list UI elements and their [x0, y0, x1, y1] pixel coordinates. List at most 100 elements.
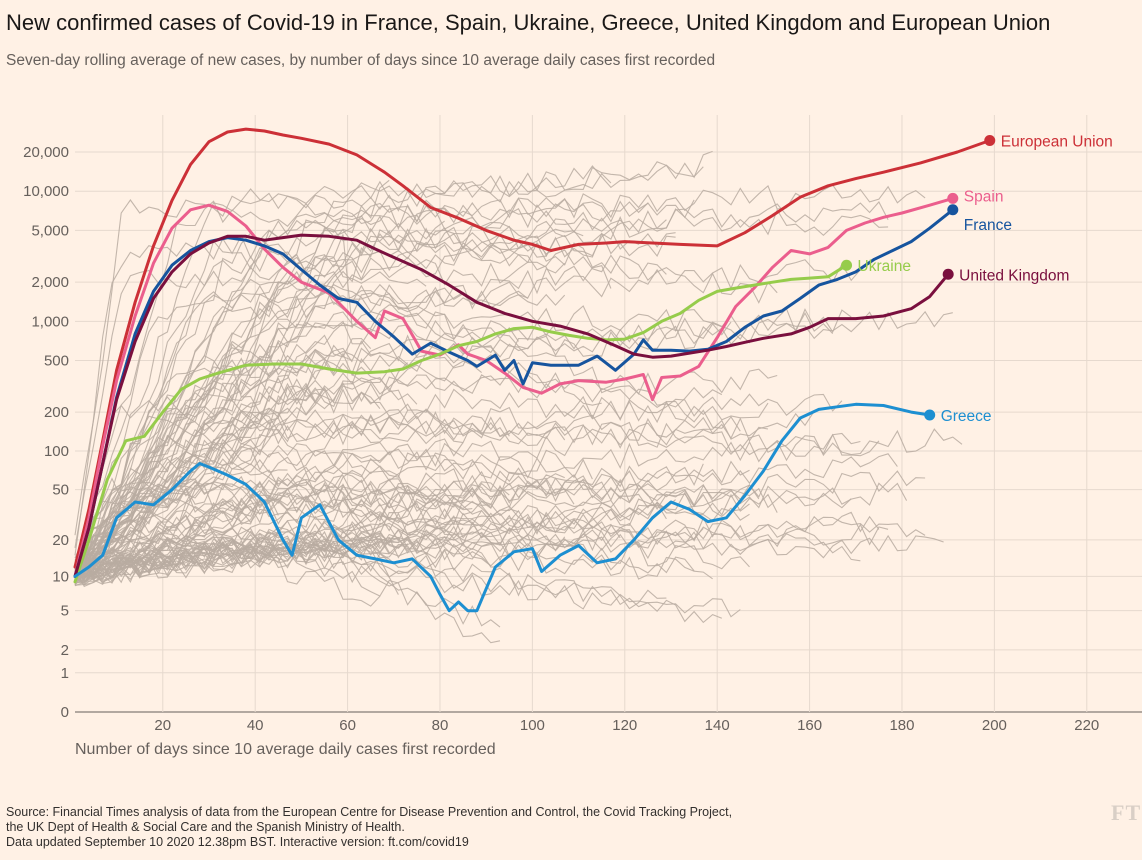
- other-country-line: [74, 284, 741, 573]
- other-country-line: [74, 482, 908, 573]
- y-tick-label: 2,000: [31, 274, 69, 291]
- x-tick-label: 20: [154, 717, 171, 734]
- other-country-line: [74, 200, 649, 568]
- other-country-line: [74, 215, 667, 566]
- other-country-line: [74, 284, 602, 579]
- series-line-european-union: [73, 127, 992, 569]
- series-line-united-kingdom: [73, 233, 950, 578]
- y-tick-label: 1,000: [31, 313, 69, 330]
- other-country-line: [74, 172, 612, 565]
- other-country-line: [74, 460, 750, 576]
- other-country-line: [74, 463, 704, 581]
- series-end-marker: [947, 192, 959, 204]
- y-tick-label: 200: [44, 404, 69, 421]
- other-country-line: [74, 506, 335, 578]
- other-country-line: [74, 516, 926, 586]
- y-tick-label: 20: [52, 532, 69, 549]
- source-note: Source: Financial Times analysis of data…: [6, 805, 732, 850]
- other-country-line: [74, 479, 510, 578]
- other-country-line: [74, 317, 732, 565]
- other-country-line: [74, 453, 898, 579]
- y-tick-label: 5: [61, 603, 69, 620]
- x-tick-label: 40: [247, 717, 264, 734]
- series-line-spain: [73, 196, 955, 578]
- x-tick-label: 80: [432, 717, 449, 734]
- x-tick-label: 160: [797, 717, 822, 734]
- x-tick-label: 100: [520, 717, 545, 734]
- other-country-line: [74, 374, 510, 573]
- y-tick-label: 50: [52, 482, 69, 499]
- other-countries-lines: [74, 150, 963, 644]
- other-country-line: [74, 312, 834, 565]
- series-label: Ukraine: [858, 258, 911, 275]
- series-label: France: [964, 217, 1012, 234]
- chart-title: New confirmed cases of Covid-19 in Franc…: [6, 10, 1051, 35]
- y-tick-label: 500: [44, 352, 69, 369]
- x-tick-label: 60: [339, 717, 356, 734]
- source-line-1: Source: Financial Times analysis of data…: [6, 805, 733, 819]
- other-country-line: [74, 150, 713, 573]
- series-line-greece: [73, 402, 932, 613]
- x-tick-label: 140: [705, 717, 730, 734]
- other-country-line: [74, 219, 667, 578]
- series-label: Greece: [941, 408, 992, 425]
- other-country-line: [74, 543, 723, 624]
- other-country-line: [74, 510, 593, 582]
- other-country-line: [74, 164, 704, 536]
- x-tick-label: 120: [612, 717, 637, 734]
- highlighted-series: [73, 127, 992, 613]
- other-country-line: [74, 349, 418, 573]
- other-country-line: [74, 428, 963, 585]
- other-country-line: [74, 234, 353, 573]
- y-tick-label: 2: [61, 642, 69, 659]
- x-tick-label: 180: [889, 717, 914, 734]
- axis-ticks: 20,00010,0005,0002,0001,0005002001005020…: [23, 144, 1099, 734]
- other-country-line: [74, 197, 695, 571]
- series-label: United Kingdom: [959, 267, 1069, 284]
- series-end-marker: [942, 268, 954, 280]
- other-country-line: [74, 463, 492, 577]
- series-end-marker: [947, 204, 959, 216]
- other-country-line: [74, 544, 741, 618]
- grid-lines: [75, 115, 1142, 713]
- x-axis-label: Number of days since 10 average daily ca…: [75, 741, 496, 758]
- y-tick-label: 0: [61, 704, 69, 721]
- other-country-line: [74, 523, 399, 595]
- series-end-marker: [924, 409, 936, 421]
- x-tick-label: 220: [1074, 717, 1099, 734]
- series-end-marker: [841, 259, 853, 271]
- other-country-line: [74, 407, 769, 564]
- other-country-line: [74, 354, 723, 559]
- other-country-line: [74, 365, 381, 565]
- other-country-line: [74, 262, 566, 582]
- other-country-line: [74, 450, 621, 579]
- other-country-line: [74, 496, 519, 571]
- x-tick-label: 200: [982, 717, 1007, 734]
- y-tick-label: 20,000: [23, 144, 69, 161]
- other-country-line: [74, 327, 519, 568]
- y-tick-label: 10,000: [23, 183, 69, 200]
- series-line-ukraine: [73, 263, 848, 584]
- other-country-line: [74, 484, 760, 584]
- series-label: European Union: [1001, 134, 1113, 151]
- y-tick-label: 1: [61, 665, 69, 682]
- other-country-line: [74, 525, 704, 581]
- y-tick-label: 10: [52, 568, 69, 585]
- other-country-line: [74, 368, 325, 577]
- other-country-line: [74, 389, 316, 577]
- series-label: Spain: [964, 188, 1004, 205]
- other-country-line: [74, 319, 556, 574]
- other-country-line: [74, 382, 769, 573]
- other-country-line: [74, 209, 778, 572]
- series-end-marker: [984, 135, 996, 147]
- other-country-line: [74, 488, 861, 583]
- series-labels: European Union Spain France Ukraine United K…: [841, 134, 1113, 425]
- source-line-2: the UK Dept of Health & Social Care and …: [6, 820, 405, 834]
- other-country-line: [74, 277, 298, 570]
- source-line-3: Data updated September 10 2020 12.38pm B…: [6, 835, 469, 849]
- y-tick-label: 5,000: [31, 222, 69, 239]
- other-country-line: [74, 487, 279, 570]
- ft-logo: FT: [1111, 800, 1142, 825]
- y-tick-label: 100: [44, 443, 69, 460]
